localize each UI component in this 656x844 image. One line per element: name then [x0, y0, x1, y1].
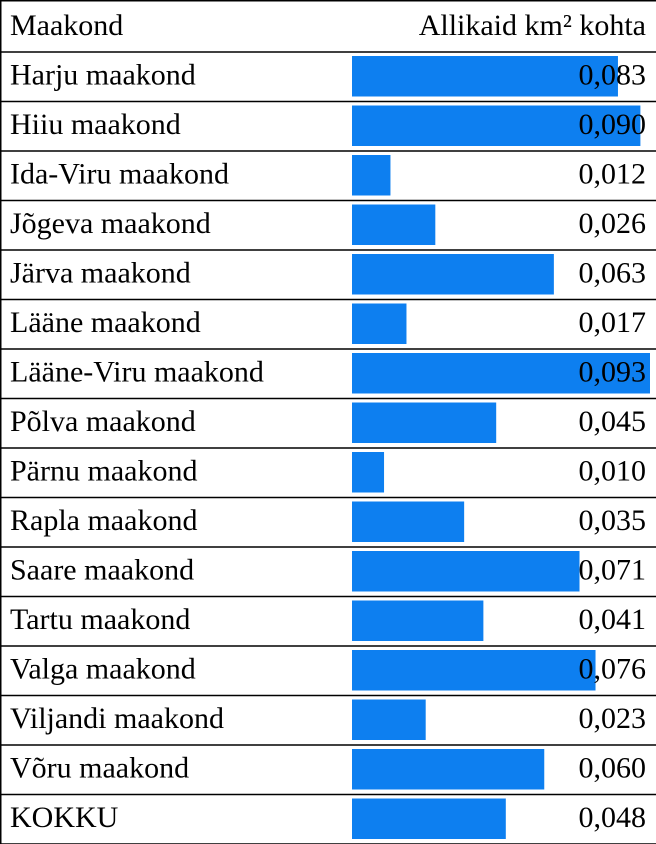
region-name: Pärnu maakond	[10, 455, 197, 488]
data-bar	[352, 501, 465, 542]
value-label: 0,093	[579, 356, 647, 389]
region-name: Harju maakond	[10, 59, 196, 92]
data-bar	[352, 204, 436, 245]
region-name: Lääne-Viru maakond	[10, 356, 264, 389]
region-name: Viljandi maakond	[10, 702, 224, 735]
value-label: 0,076	[579, 653, 647, 686]
value-label: 0,017	[579, 306, 647, 339]
region-name: KOKKU	[10, 801, 119, 834]
region-name: Tartu maakond	[10, 603, 190, 636]
region-name: Järva maakond	[10, 257, 191, 290]
region-name: Saare maakond	[10, 554, 194, 587]
data-bar	[352, 749, 545, 790]
data-bar	[352, 551, 580, 592]
data-bar	[352, 353, 650, 394]
header-region: Maakond	[10, 9, 123, 42]
value-label: 0,063	[579, 257, 647, 290]
region-name: Võru maakond	[10, 752, 189, 785]
value-label: 0,060	[579, 752, 647, 785]
value-label: 0,041	[579, 603, 647, 636]
value-label: 0,090	[579, 108, 647, 141]
region-name: Lääne maakond	[10, 306, 201, 339]
value-label: 0,010	[579, 455, 647, 488]
value-label: 0,048	[579, 801, 647, 834]
header-value: Allikaid km² kohta	[419, 9, 646, 42]
region-name: Põlva maakond	[10, 405, 196, 438]
value-label: 0,035	[579, 504, 647, 537]
data-bar	[352, 155, 391, 196]
data-bar	[352, 650, 596, 691]
region-name: Jõgeva maakond	[10, 207, 211, 240]
region-name: Ida-Viru maakond	[10, 158, 229, 191]
region-name: Rapla maakond	[10, 504, 197, 537]
value-label: 0,023	[579, 702, 647, 735]
data-bar	[352, 254, 554, 295]
value-label: 0,045	[579, 405, 647, 438]
data-bar	[352, 452, 385, 493]
data-bar	[352, 699, 426, 740]
region-name: Hiiu maakond	[10, 108, 181, 141]
value-label: 0,012	[579, 158, 647, 191]
data-bar	[352, 105, 641, 146]
data-bar	[352, 600, 484, 641]
data-bar	[352, 303, 407, 344]
data-bar	[352, 798, 506, 839]
region-name: Valga maakond	[10, 653, 196, 686]
value-label: 0,026	[579, 207, 647, 240]
data-bar	[352, 56, 618, 97]
data-bar	[352, 402, 497, 443]
value-label: 0,083	[579, 59, 647, 92]
value-label: 0,071	[579, 554, 647, 587]
